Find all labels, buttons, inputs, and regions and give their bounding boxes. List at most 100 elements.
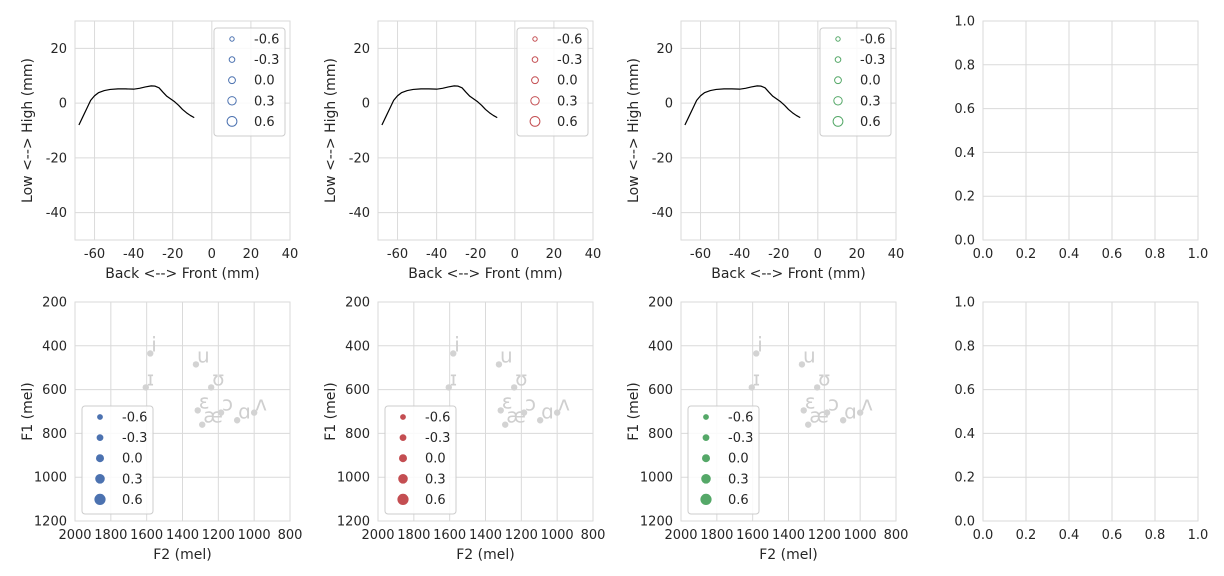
- legend-entry: 0.0: [122, 452, 143, 467]
- legend-entry: -0.3: [860, 53, 885, 68]
- legend-entry: -0.6: [860, 33, 885, 48]
- legend-entry: 0.6: [425, 493, 446, 508]
- x-tick-label: 1400: [772, 528, 805, 543]
- x-tick-label: 1400: [166, 528, 199, 543]
- chart-empty-top: 0.0 0.2 0.4 0.6 0.8 1.0 1.0 0.8 0.6 0.4 0.2 0.0: [954, 15, 1208, 263]
- y-tick-label: -20: [46, 151, 67, 166]
- x-tick-label: 0.8: [1145, 528, 1166, 543]
- chart-vowels-green: 2000 1800 1600 1400 1200 1000 8002004006008001…: [626, 296, 908, 564]
- y-tick-label: -40: [349, 206, 370, 221]
- legend-marker: [94, 493, 106, 505]
- vowel-label: ʊ: [212, 366, 224, 390]
- y-tick-label: -40: [46, 206, 67, 221]
- legend-marker: [397, 493, 409, 505]
- vowel-label: ɑ: [238, 399, 251, 423]
- legend-marker: [702, 454, 710, 463]
- vowel-point: [250, 409, 258, 416]
- legend-marker: [229, 36, 235, 42]
- y-axis-label: Low <--> High (mm): [20, 58, 36, 203]
- axes-frame: [982, 301, 1199, 522]
- x-tick-label: 0.2: [1016, 528, 1037, 543]
- plot-area: [983, 302, 1198, 521]
- y-tick-label: 200: [345, 296, 370, 311]
- vowel-point: [233, 417, 241, 424]
- x-tick-label: 2000: [664, 528, 697, 543]
- vowel-point: [813, 384, 821, 391]
- x-tick-label: 2000: [58, 528, 91, 543]
- x-axis-label: F2 (mel): [153, 547, 211, 563]
- x-tick-label: 0.0: [973, 528, 994, 543]
- legend-entry: 0.3: [122, 472, 143, 487]
- x-tick-label: 0: [814, 247, 822, 262]
- x-tick-label: -20: [768, 247, 789, 262]
- legend-entry: 0.3: [728, 472, 749, 487]
- y-tick-label: 20: [353, 42, 370, 57]
- axes-frame: [377, 20, 594, 241]
- legend-entry: -0.6: [557, 33, 582, 48]
- legend-marker: [228, 56, 236, 63]
- x-tick-label: 0.2: [1016, 247, 1037, 262]
- vowel-label: i: [454, 332, 460, 356]
- x-tick-label: 0.4: [1059, 247, 1080, 262]
- x-tick-label: 0.6: [1102, 528, 1123, 543]
- vowel-label: u: [803, 343, 816, 367]
- axes-frame: [377, 301, 594, 522]
- y-axis-label: Low <--> High (mm): [626, 58, 642, 203]
- x-tick-label: 1600: [130, 528, 163, 543]
- y-tick-label: 1200: [640, 515, 673, 530]
- vowel-label: ɛ: [502, 389, 513, 413]
- vowel-label: æ: [203, 404, 223, 428]
- legend-marker: [702, 434, 710, 442]
- vowel-point: [199, 421, 206, 428]
- x-tick-label: 800: [581, 528, 606, 543]
- x-tick-label: 1200: [505, 528, 538, 543]
- vowel-point: [207, 384, 215, 391]
- tongue-contour-line: [381, 85, 498, 126]
- x-tick-label: 2000: [361, 528, 394, 543]
- axes-frame: [982, 20, 1199, 241]
- legend-marker: [400, 414, 406, 420]
- chart-tongue-green: -60 -40 -20 0 20 40 20 0 -20 -40 Back <--> Front (…: [626, 20, 904, 282]
- tongue-contour-line: [78, 85, 195, 126]
- y-tick-label: 20: [656, 42, 673, 57]
- y-tick-label: 0.4: [954, 146, 975, 161]
- x-axis-label: Back <--> Front (mm): [711, 266, 866, 282]
- x-tick-label: 1200: [808, 528, 841, 543]
- legend-marker: [530, 96, 540, 106]
- y-tick-label: 20: [50, 42, 67, 57]
- vowel-point: [450, 350, 457, 357]
- y-tick-label: 200: [42, 296, 67, 311]
- vowel-point: [520, 409, 528, 416]
- legend-entry: -0.6: [122, 411, 147, 426]
- vowel-label: ɔ: [828, 392, 839, 416]
- x-tick-label: 1600: [433, 528, 466, 543]
- legend-entry: -0.6: [728, 411, 753, 426]
- legend-entry: 0.3: [860, 94, 881, 109]
- x-tick-label: 800: [278, 528, 303, 543]
- vowel-point: [445, 384, 452, 391]
- x-tick-label: 40: [585, 247, 602, 262]
- x-tick-label: 1800: [397, 528, 430, 543]
- legend-entry: -0.3: [122, 431, 147, 446]
- x-tick-label: 1000: [238, 528, 271, 543]
- vowel-label: ɔ: [525, 392, 536, 416]
- x-tick-label: 800: [884, 528, 909, 543]
- legend-marker: [531, 76, 539, 85]
- axes-frame: [74, 20, 291, 241]
- x-axis-label: Back <--> Front (mm): [408, 266, 563, 282]
- axes-frame: [74, 301, 291, 522]
- y-tick-label: 1000: [337, 471, 370, 486]
- x-tick-label: 1400: [469, 528, 502, 543]
- chart-vowels-red: 2000 1800 1600 1400 1200 1000 8002004006008001…: [323, 296, 605, 564]
- y-tick-label: 800: [345, 427, 370, 442]
- legend-entry: -0.3: [728, 431, 753, 446]
- legend-entry: 0.6: [122, 493, 143, 508]
- vowel-point: [142, 384, 149, 391]
- x-tick-label: 20: [546, 247, 563, 262]
- legend-marker: [529, 116, 541, 127]
- vowel-label: ɛ: [805, 389, 816, 413]
- vowel-point: [147, 350, 154, 357]
